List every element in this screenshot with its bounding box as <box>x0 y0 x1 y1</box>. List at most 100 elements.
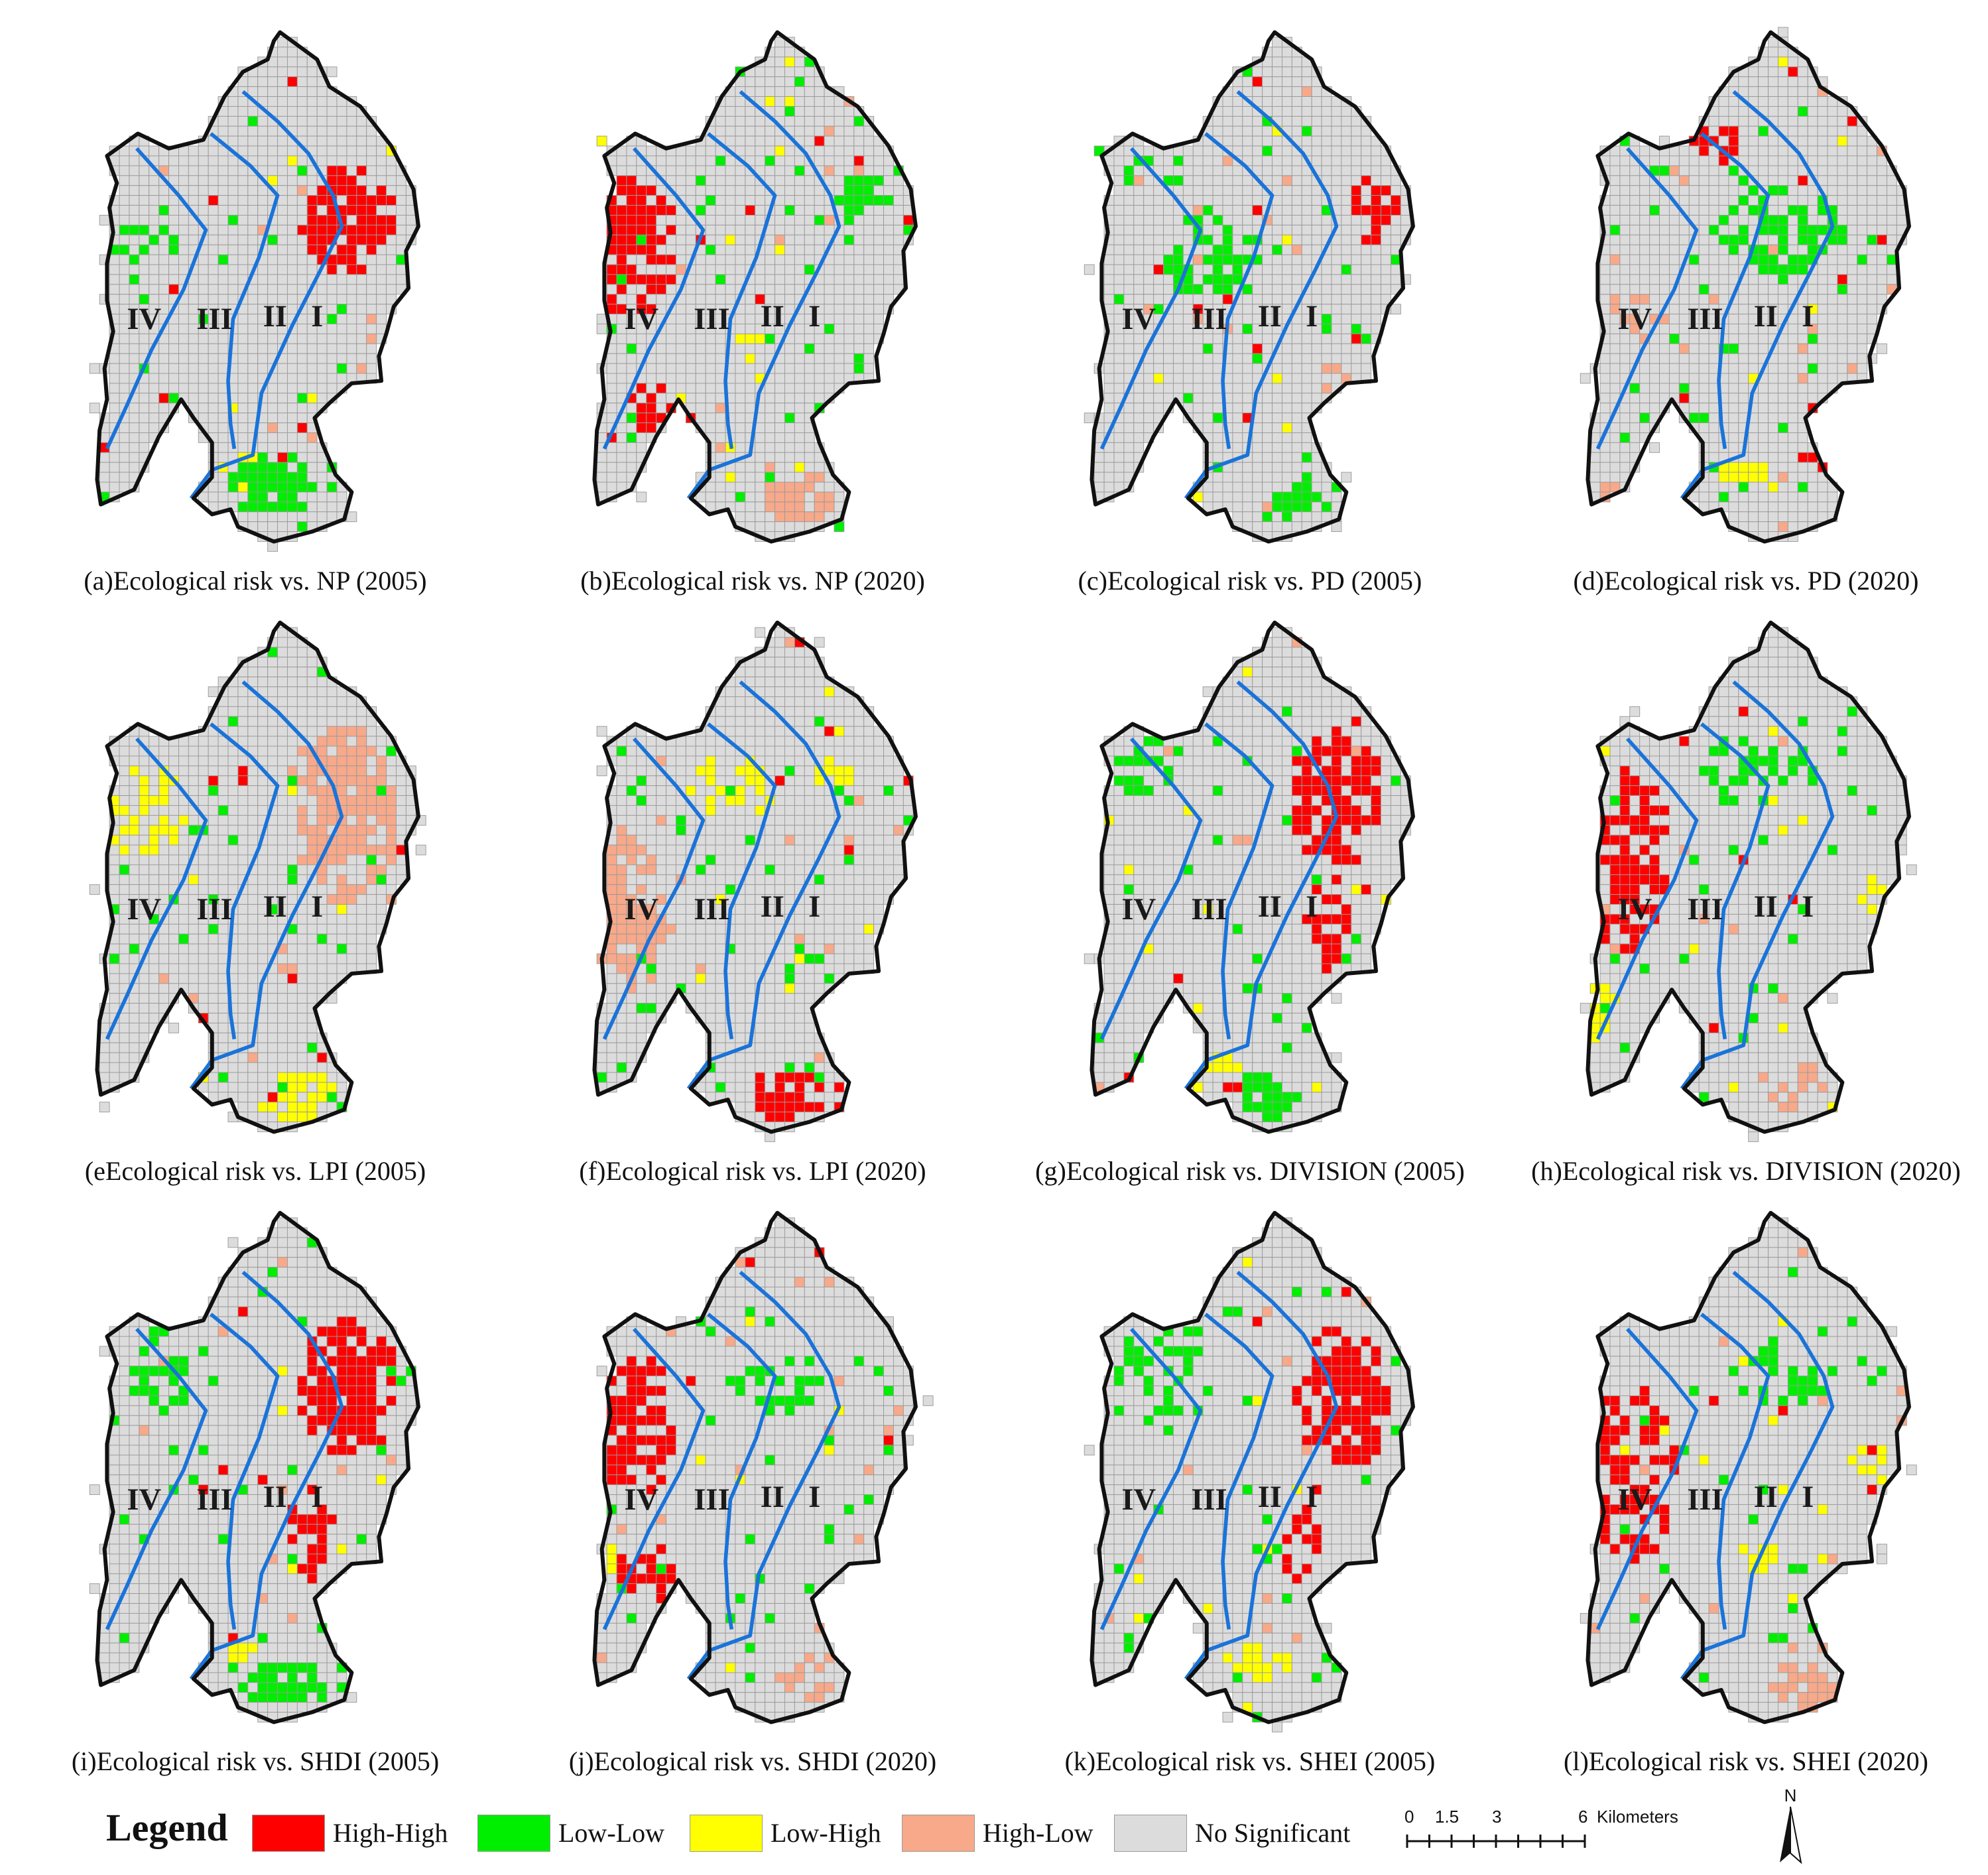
zone-divider-1 <box>602 147 706 450</box>
legend-label-high-low: High-Low <box>983 1818 1093 1848</box>
panel-caption-k: (k)Ecological risk vs. SHEI (2005) <box>1064 1746 1436 1776</box>
map-panel-h: IV III II I (h)Ecological risk vs. DIVISION … <box>1497 610 1988 1200</box>
zone-label-iii: III <box>694 892 729 927</box>
legend-title: Legend <box>106 1806 228 1849</box>
zone-divider-1 <box>1099 737 1203 1040</box>
map-i: IV III II I <box>89 1210 420 1724</box>
grid-cells <box>1580 627 1917 1142</box>
zone-divider-1 <box>105 147 208 450</box>
map-f: IV III II I <box>592 620 918 1142</box>
zone-label-i: I <box>1802 1480 1814 1514</box>
zone-divider-3 <box>686 1270 841 1680</box>
zone-divider-3 <box>1184 680 1339 1090</box>
zone-divider-3 <box>686 680 841 1090</box>
grid-cells <box>1580 1217 1917 1722</box>
zone-divider-2 <box>707 1313 777 1630</box>
map-panel-c: IV III II I (c)Ecological risk vs. PD (2005) <box>1001 20 1499 610</box>
study-area-boundary <box>592 620 918 1134</box>
zone-divider-2 <box>1700 1313 1771 1630</box>
map-panel-a: IV III II I (a)Ecological risk vs. NP (2005) <box>7 20 504 610</box>
map-l: IV III II I <box>1580 1210 1917 1724</box>
panel-caption-h: (h)Ecological risk vs. DIVISION (2020) <box>1531 1156 1961 1186</box>
zone-label-ii: II <box>1258 889 1282 924</box>
panel-caption-g: (g)Ecological risk vs. DIVISION (2005) <box>1035 1156 1465 1186</box>
grid-cells <box>89 36 416 552</box>
zone-label-ii: II <box>1258 299 1282 334</box>
panel-caption-j: (j)Ecological risk vs. SHDI (2020) <box>568 1746 937 1776</box>
map-panel-g: IV III II I (g)Ecological risk vs. DIVISION … <box>1001 610 1499 1200</box>
legend-swatch-no-significant <box>1114 1815 1187 1852</box>
grid-cells <box>89 627 426 1132</box>
zone-label-iii: III <box>1191 1482 1227 1517</box>
map-panel-l: IV III II I (l)Ecological risk vs. SHEI (202… <box>1497 1200 1988 1791</box>
legend-swatch-low-high <box>690 1815 763 1852</box>
zone-divider-3 <box>1184 90 1339 499</box>
map-a: IV III II I <box>89 30 420 552</box>
north-label: N <box>1784 1785 1797 1805</box>
legend-swatch-high-low <box>902 1815 975 1852</box>
zone-label-i: I <box>311 889 323 924</box>
zone-label-ii: II <box>263 299 287 334</box>
panel-caption-a: (a)Ecological risk vs. NP (2005) <box>84 566 427 596</box>
zone-label-ii: II <box>761 1480 784 1514</box>
scale-tick-2: 3 <box>1492 1807 1502 1827</box>
zone-label-i: I <box>311 299 323 334</box>
zone-label-iv: IV <box>1617 302 1652 336</box>
grid-cells <box>1580 27 1907 542</box>
zone-label-i: I <box>1802 299 1814 334</box>
zone-divider-2 <box>707 132 777 450</box>
zone-divider-3 <box>189 1270 344 1680</box>
zone-divider-2 <box>1204 722 1274 1040</box>
legend-label-high-high: High-High <box>333 1818 448 1848</box>
study-area-boundary <box>1585 30 1911 544</box>
map-panel-i: IV III II I (i)Ecological risk vs. SHDI (200… <box>7 1200 504 1791</box>
zone-label-iii: III <box>694 1482 729 1517</box>
grid-cells <box>596 36 914 542</box>
zone-label-iii: III <box>1687 892 1723 927</box>
zone-label-iv: IV <box>1121 892 1156 927</box>
zone-label-iii: III <box>196 1482 232 1517</box>
map-b: IV III II I <box>592 30 918 544</box>
zone-divider-1 <box>1595 1327 1699 1630</box>
zone-label-iii: III <box>1191 302 1227 336</box>
zone-label-ii: II <box>761 889 784 924</box>
panel-caption-b: (b)Ecological risk vs. NP (2020) <box>580 566 925 596</box>
zone-label-iv: IV <box>1121 1482 1156 1517</box>
zone-label-ii: II <box>1754 299 1778 334</box>
study-area-boundary <box>1089 1210 1415 1724</box>
zone-divider-2 <box>210 132 280 450</box>
map-h: IV III II I <box>1580 620 1917 1142</box>
zone-label-iv: IV <box>624 302 658 336</box>
grid-cells <box>1084 627 1411 1132</box>
scale-bar: 0 1.5 3 6 Kilometers <box>1404 1807 1709 1860</box>
zone-label-ii: II <box>761 299 784 334</box>
zone-divider-2 <box>210 1313 280 1630</box>
map-panel-d: IV III II I (d)Ecological risk vs. PD (2020) <box>1497 20 1988 610</box>
zone-label-i: I <box>808 889 820 924</box>
study-area-boundary <box>592 1210 918 1724</box>
zone-divider-3 <box>1680 1270 1835 1680</box>
study-area-boundary <box>95 1210 420 1724</box>
zone-label-iv: IV <box>624 892 658 927</box>
scale-bar-graphic <box>1406 1835 1586 1848</box>
zone-label-iii: III <box>196 302 232 336</box>
zone-label-iii: III <box>694 302 729 336</box>
zone-divider-3 <box>189 680 344 1090</box>
zone-label-ii: II <box>1258 1480 1282 1514</box>
zone-divider-1 <box>105 1327 208 1630</box>
zone-label-iv: IV <box>127 892 161 927</box>
zone-divider-1 <box>105 737 208 1040</box>
map-c: IV III II I <box>1084 30 1415 544</box>
study-area-boundary <box>1089 620 1415 1134</box>
map-panel-e: IV III II I (eEcological risk vs. LPI (2005) <box>7 610 504 1200</box>
zone-label-ii: II <box>1754 889 1778 924</box>
zone-divider-3 <box>1680 680 1835 1090</box>
zone-label-iii: III <box>196 892 232 927</box>
zone-label-i: I <box>1802 889 1814 924</box>
zone-label-i: I <box>311 1480 323 1514</box>
legend-label-low-high: Low-High <box>771 1818 881 1848</box>
panel-caption-l: (l)Ecological risk vs. SHEI (2020) <box>1564 1746 1928 1776</box>
north-arrow: N <box>1764 1784 1817 1870</box>
panel-caption-i: (i)Ecological risk vs. SHDI (2005) <box>71 1746 440 1776</box>
zone-label-i: I <box>808 299 820 334</box>
